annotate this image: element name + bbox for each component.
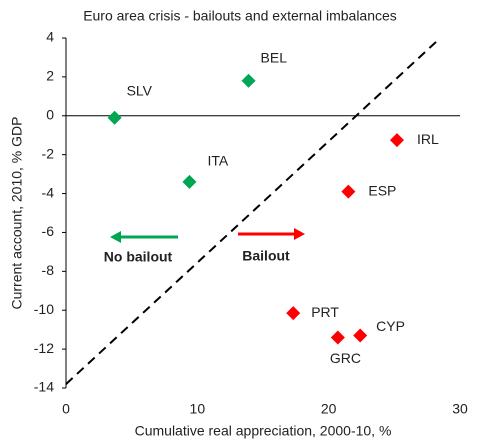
x-tick-label: 10 xyxy=(190,401,206,417)
arrow-head xyxy=(294,228,305,240)
point xyxy=(182,174,197,189)
point xyxy=(241,73,256,88)
point-label: PRT xyxy=(311,304,339,320)
y-tick-label: -14 xyxy=(34,379,54,395)
y-tick-label: -12 xyxy=(34,340,54,356)
point xyxy=(330,330,345,345)
point xyxy=(389,133,404,148)
point-label: ESP xyxy=(368,182,396,198)
point xyxy=(107,110,122,125)
chart-title: Euro area crisis - bailouts and external… xyxy=(83,8,397,24)
y-tick-label: -6 xyxy=(42,223,55,239)
x-tick-label: 20 xyxy=(321,401,337,417)
y-tick-label: 4 xyxy=(46,29,54,45)
y-axis-label: Current account, 2010, % GDP xyxy=(9,117,25,310)
y-tick-label: -8 xyxy=(42,262,55,278)
x-tick-label: 30 xyxy=(452,401,468,417)
point xyxy=(353,328,368,343)
point-label: GRC xyxy=(330,350,361,366)
point xyxy=(341,184,356,199)
y-tick-label: -4 xyxy=(42,184,55,200)
y-tick-label: 2 xyxy=(46,68,54,84)
legend-label: Bailout xyxy=(242,248,290,264)
arrow-head xyxy=(110,231,121,243)
y-tick-label: -2 xyxy=(42,145,55,161)
x-tick-label: 0 xyxy=(62,401,70,417)
point-label: IRL xyxy=(417,131,439,147)
x-axis-label: Cumulative real appreciation, 2000-10, % xyxy=(135,423,392,439)
point-label: CYP xyxy=(376,318,405,334)
point-label: ITA xyxy=(207,153,228,169)
reference-line xyxy=(65,37,441,385)
point-label: SLV xyxy=(127,82,153,98)
y-tick-label: 0 xyxy=(46,106,54,122)
point xyxy=(286,306,301,321)
y-tick-label: -10 xyxy=(34,301,54,317)
point-label: BEL xyxy=(261,49,288,65)
legend-label: No bailout xyxy=(104,249,173,265)
